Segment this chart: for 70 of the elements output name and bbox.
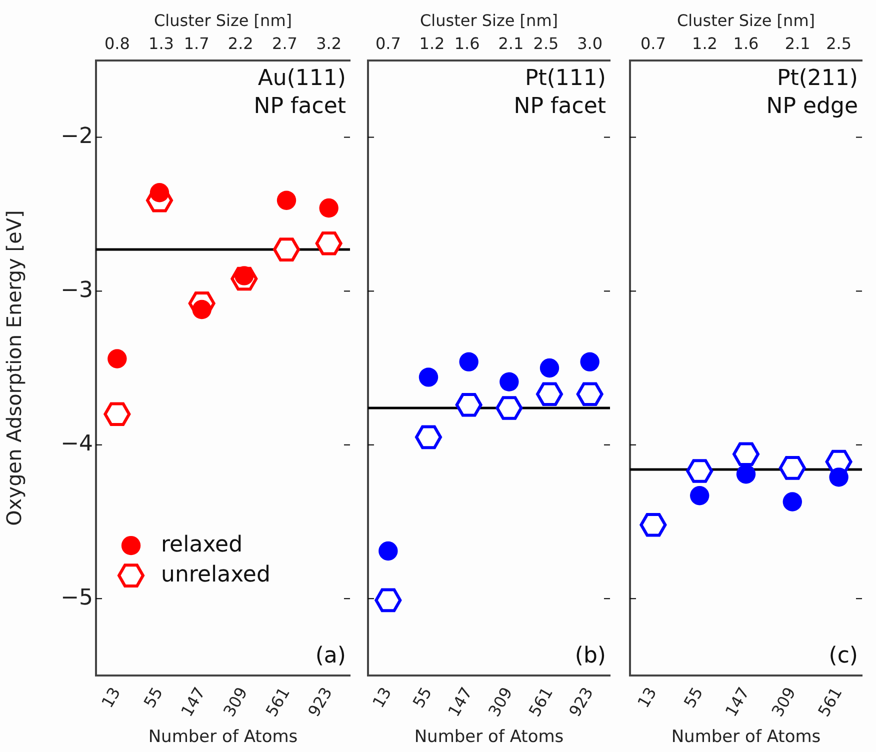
point: [690, 486, 710, 506]
x-tick-label: 13: [634, 684, 660, 712]
x2-tick-label: 0.7: [640, 34, 666, 53]
annotation: Pt(211) NP edge: [766, 66, 858, 120]
x2-tick-label: 0.7: [375, 34, 401, 53]
x-tick-label: 13: [368, 684, 396, 712]
point: [415, 425, 442, 450]
y-tick-label: −4: [60, 432, 93, 457]
x2-tick-label: 1.7: [184, 34, 210, 53]
point: [104, 402, 131, 426]
point: [108, 349, 127, 368]
annotation: (c): [828, 643, 858, 668]
point: [540, 358, 560, 378]
point: [829, 468, 848, 487]
point: [496, 396, 523, 420]
point: [580, 352, 600, 372]
annotation: (b): [574, 643, 606, 668]
point: [276, 190, 296, 210]
x2-tick-label: 1.6: [733, 34, 759, 53]
x2-tick-label: 3.2: [316, 34, 342, 53]
point: [736, 464, 756, 484]
y-axis-title: Oxygen Adsorption Energy [eV]: [2, 210, 26, 526]
point: [192, 300, 212, 320]
y-tick-label: −2: [60, 124, 93, 150]
point: [536, 382, 563, 406]
point: [455, 392, 482, 417]
x2-tick-label: 1.2: [419, 34, 445, 53]
x2-tick-label: 2.1: [784, 34, 810, 53]
x-axis-title: Number of Atoms: [414, 727, 564, 748]
point: [150, 183, 170, 202]
x-tick-label: 13: [98, 684, 124, 712]
point: [686, 459, 714, 483]
legend-label: unrelaxed: [161, 562, 270, 588]
point: [500, 372, 519, 392]
x2-tick-label: 1.2: [692, 34, 718, 53]
x-axis-title: Number of Atoms: [671, 727, 821, 748]
point: [315, 232, 342, 256]
point: [374, 588, 402, 612]
legend-label: relaxed: [161, 532, 243, 558]
x2-axis-title: Cluster Size [nm]: [154, 10, 292, 30]
x-axis-title: Number of Atoms: [148, 727, 298, 748]
x2-tick-label: 0.8: [104, 34, 130, 53]
annotation: Pt(111) NP facet: [514, 66, 606, 120]
x2-tick-label: 2.5: [826, 34, 852, 53]
x2-axis-title: Cluster Size [nm]: [420, 10, 558, 30]
x-tick-label: 55: [140, 684, 167, 712]
point: [732, 442, 760, 466]
y-tick-label: −5: [60, 585, 93, 610]
x2-tick-label: 1.6: [454, 34, 480, 53]
x2-axis-title: Cluster Size [nm]: [676, 10, 816, 30]
x2-tick-label: 2.2: [228, 34, 254, 53]
point: [459, 352, 478, 372]
point: [273, 238, 300, 262]
y-tick-label: −3: [60, 278, 93, 303]
x2-tick-label: 2.1: [498, 34, 524, 53]
point: [782, 492, 802, 512]
annotation: Au(111) NP facet: [254, 66, 346, 120]
x2-tick-label: 3.0: [577, 34, 603, 53]
point: [576, 382, 604, 406]
x-tick-label: 55: [408, 684, 436, 712]
annotation: (a): [315, 643, 346, 668]
point: [378, 541, 398, 561]
x2-tick-label: 2.5: [533, 34, 559, 53]
point: [319, 198, 338, 218]
point: [778, 456, 806, 480]
point: [418, 368, 438, 387]
x-tick-label: 55: [680, 684, 707, 712]
x2-tick-label: 2.7: [272, 34, 298, 53]
x2-tick-label: 1.3: [148, 34, 174, 53]
point: [640, 512, 667, 537]
